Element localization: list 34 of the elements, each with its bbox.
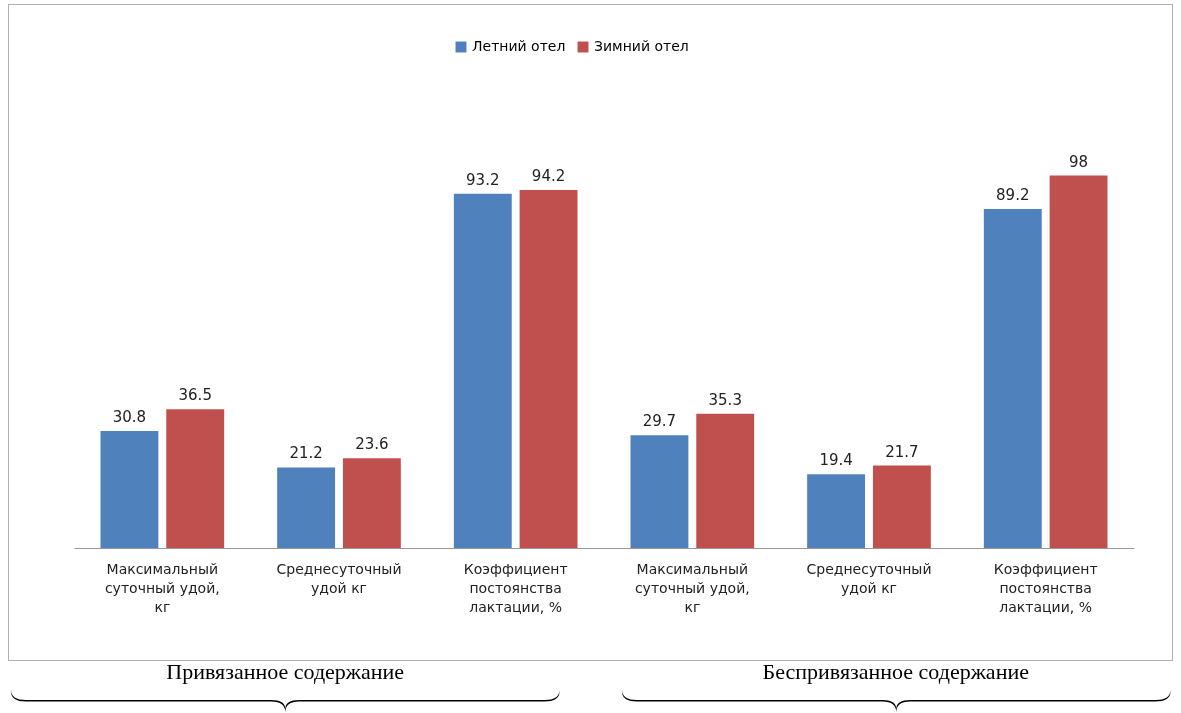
data-label: 35.3 <box>708 390 742 409</box>
data-label: 98 <box>1069 152 1089 171</box>
data-label: 94.2 <box>531 167 566 186</box>
bar <box>100 430 159 548</box>
data-label: 93.2 <box>466 170 500 189</box>
x-tick-label: Среднесуточный удой кг <box>806 560 932 596</box>
legend-label: Летний отел <box>472 38 566 54</box>
text: Беспривязанное содержание <box>762 659 1029 685</box>
data-label: 21.7 <box>885 442 919 461</box>
bar <box>166 409 225 548</box>
bar <box>342 458 401 548</box>
x-tick-label: Максимальный суточный удой, кг <box>634 560 750 615</box>
data-label: 89.2 <box>996 186 1030 205</box>
bar <box>872 465 931 548</box>
text: Привязанное содержание <box>166 659 405 685</box>
x-tick-label: Коэффициент постоянства лактации, % <box>993 560 1098 615</box>
data-label: 36.5 <box>178 386 212 405</box>
x-tick-label: Среднесуточный удой кг <box>276 560 402 596</box>
data-label: 21.2 <box>289 444 323 463</box>
bar <box>277 467 336 548</box>
bar <box>696 413 755 548</box>
legend-label: Зимний отел <box>594 38 689 54</box>
bar <box>1049 175 1108 548</box>
bar <box>807 474 866 548</box>
data-label: 29.7 <box>642 412 677 431</box>
data-label: 23.6 <box>355 435 389 454</box>
x-tick-label: Коэффициент постоянства лактации, % <box>463 560 568 615</box>
bar <box>519 190 578 548</box>
bar <box>453 193 512 548</box>
data-label: 30.8 <box>112 407 147 426</box>
data-label: 19.4 <box>819 451 853 470</box>
bar <box>983 209 1042 548</box>
bar <box>630 435 689 548</box>
x-tick-label: Максимальный суточный удой, кг <box>104 560 220 615</box>
